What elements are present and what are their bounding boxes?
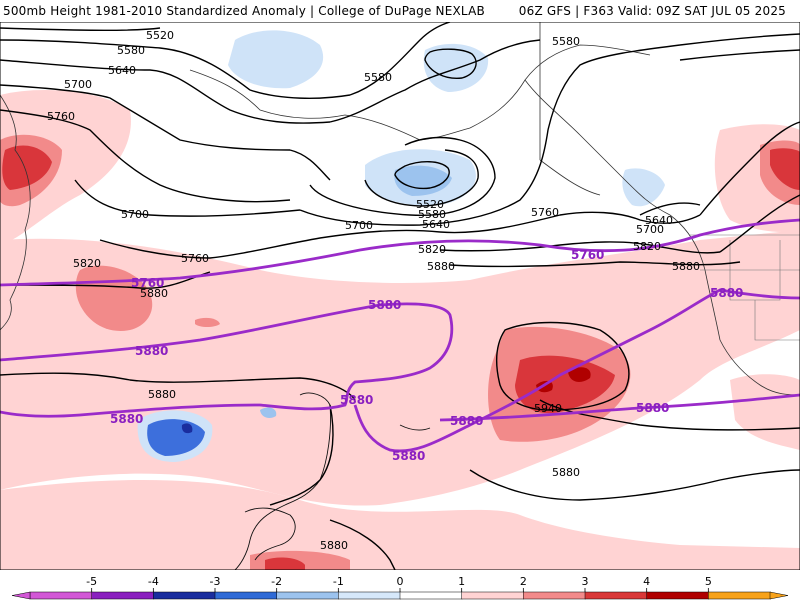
contour-label: 5880 [135,344,168,358]
colorbar-tick-label: 0 [397,575,404,588]
colorbar-tick-label: -2 [271,575,282,588]
contour-label: 5880 [140,287,168,300]
contour-label: 5580 [117,44,145,57]
contour-label: 5820 [633,240,661,253]
colorbar-segment [91,591,155,600]
colorbar-segment [153,591,216,600]
colorbar-segments [11,591,789,600]
contour-label: 5880 [710,286,743,300]
contour-labels-black: 5520 5580 5640 5700 5760 5580 5580 5520 … [47,29,700,552]
contour-label: 5880 [427,260,455,273]
contour-label: 5880 [320,539,348,552]
contour-label: 5700 [345,219,373,232]
header-bar: 500mb Height 1981-2010 Standardized Anom… [0,0,800,22]
contour-label: 5760 [531,206,559,219]
colorbar-tick-label: -5 [86,575,97,588]
contour-label: 5880 [340,393,373,407]
contour-label: 5760 [131,276,164,290]
contour-label: 5820 [73,257,101,270]
colorbar-segment [523,591,586,600]
contour-label: 5640 [108,64,136,77]
contour-label: 5760 [181,252,209,265]
contour-label: 5580 [552,35,580,48]
contour-labels-purple: 5760 5760 5880 5880 5880 5880 5880 5880 … [110,248,743,463]
colorbar-ticks: -5 -4 -3 -2 -1 0 1 2 3 4 5 [86,575,712,592]
colorbar-segment [276,591,340,600]
contour-label: 5880 [672,260,700,273]
contour-label: 5760 [47,110,75,123]
contour-label: 5580 [418,208,446,221]
colorbar-tick-label: 4 [643,575,650,588]
colorbar-tick-label: -1 [333,575,344,588]
land-borders [690,234,800,341]
contour-label: 5580 [364,71,392,84]
contour-label: 5880 [636,401,669,415]
colorbar-min-arrow [11,591,31,600]
colorbar-segment [399,591,463,600]
contour-label: 5520 [416,198,444,211]
run-info: 06Z GFS | F363 Valid: 09Z SAT JUL 05 202… [518,4,786,18]
contour-label: 5640 [422,218,450,231]
contour-label: 5700 [636,223,664,236]
colorbar-tick-label: 5 [705,575,712,588]
contour-label: 5700 [64,78,92,91]
colorbar-segment [214,591,278,600]
colorbar-tick-label: 3 [582,575,589,588]
island-outlines [234,392,431,570]
contour-label: 5880 [552,466,580,479]
contour-label: 5700 [121,208,149,221]
contour-label: 5880 [368,298,401,312]
colorbar-segment [584,591,648,600]
contour-label: 5880 [392,449,425,463]
contour-label: 5640 [645,214,673,227]
contour-label: 5880 [450,414,483,428]
contour-label: 5820 [418,243,446,256]
contour-label: 5520 [146,29,174,42]
height-contours [0,22,800,570]
colorbar-segment [646,591,710,600]
contour-label: 5880 [110,412,143,426]
map-title: 500mb Height 1981-2010 Standardized Anom… [3,4,485,18]
key-height-contours [0,218,800,453]
anomaly-map: 5520 5580 5640 5700 5760 5580 5580 5520 … [0,22,800,570]
colorbar-segment [708,591,771,600]
contour-label: 5760 [571,248,604,262]
negative-anomaly-fill [137,30,665,462]
colorbar-tick-label: 1 [458,575,465,588]
contour-label: 5880 [148,388,176,401]
colorbar-segment [29,591,93,600]
colorbar-segment [461,591,525,600]
colorbar-tick-label: -3 [210,575,221,588]
colorbar-max-arrow [769,591,789,600]
contour-label: 5940 [534,402,562,415]
colorbar-tick-label: 2 [520,575,527,588]
colorbar-tick-label: -4 [148,575,159,588]
colorbar-legend: -5 -4 -3 -2 -1 0 1 2 3 4 5 [11,575,789,600]
colorbar-segment [338,591,401,600]
